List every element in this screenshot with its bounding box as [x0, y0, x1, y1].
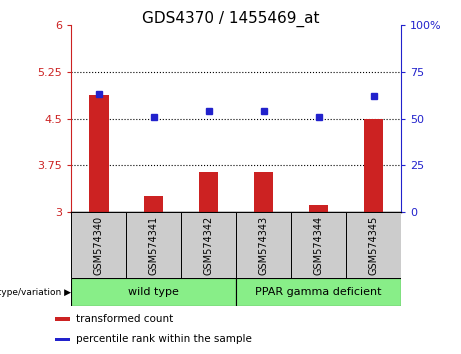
Text: PPAR gamma deficient: PPAR gamma deficient	[255, 287, 382, 297]
Text: percentile rank within the sample: percentile rank within the sample	[76, 334, 251, 344]
Bar	[364, 119, 383, 212]
Bar	[126, 212, 181, 278]
Text: GSM574340: GSM574340	[94, 216, 104, 275]
Bar	[55, 338, 70, 341]
Bar	[291, 212, 346, 278]
Bar	[55, 318, 70, 321]
Text: GSM574343: GSM574343	[259, 216, 269, 275]
Text: GDS4370 / 1455469_at: GDS4370 / 1455469_at	[142, 11, 319, 27]
Text: transformed count: transformed count	[76, 314, 173, 324]
Text: wild type: wild type	[129, 287, 179, 297]
Bar	[236, 212, 291, 278]
Bar	[71, 212, 126, 278]
Bar	[181, 212, 236, 278]
Bar	[71, 278, 236, 306]
Text: GSM574342: GSM574342	[204, 216, 214, 275]
Bar	[236, 278, 401, 306]
Text: GSM574344: GSM574344	[313, 216, 324, 275]
Text: genotype/variation ▶: genotype/variation ▶	[0, 287, 71, 297]
Text: GSM574345: GSM574345	[369, 216, 378, 275]
Bar	[199, 172, 219, 212]
Bar	[89, 95, 108, 212]
Bar	[254, 172, 273, 212]
Text: GSM574341: GSM574341	[149, 216, 159, 275]
Bar	[144, 195, 164, 212]
Bar	[309, 205, 328, 212]
Bar	[346, 212, 401, 278]
